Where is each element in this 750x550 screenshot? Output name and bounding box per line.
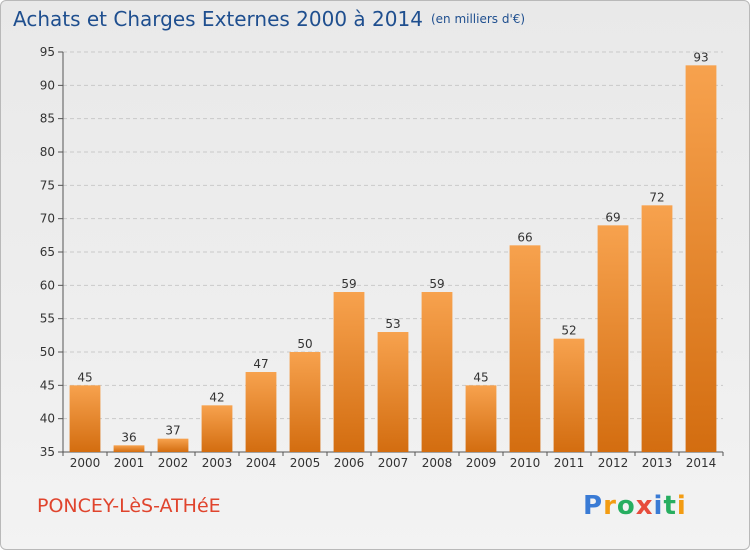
x-tick-label: 2010 xyxy=(510,456,541,470)
bar-value-label: 45 xyxy=(77,370,92,384)
y-tick-label: 70 xyxy=(40,212,55,226)
chart-unit: (en milliers d'€) xyxy=(430,12,526,26)
logo-letter: o xyxy=(616,491,636,521)
bar xyxy=(553,338,585,452)
bar-value-label: 37 xyxy=(165,424,180,438)
y-tick-label: 65 xyxy=(40,245,55,259)
logo-letter: P xyxy=(583,491,604,521)
x-tick-label: 2000 xyxy=(70,456,101,470)
y-tick-label: 55 xyxy=(40,312,55,326)
bar-value-label: 66 xyxy=(517,230,532,244)
bar-value-label: 59 xyxy=(341,277,356,291)
y-tick-label: 40 xyxy=(40,412,55,426)
bar-value-label: 52 xyxy=(561,324,576,338)
bar xyxy=(157,438,189,452)
y-tick-label: 90 xyxy=(40,78,55,92)
y-tick-label: 35 xyxy=(40,445,55,459)
bar xyxy=(641,205,673,452)
x-tick-label: 2011 xyxy=(554,456,585,470)
bar-value-label: 47 xyxy=(253,357,268,371)
bar-value-label: 45 xyxy=(473,370,488,384)
x-tick-label: 2007 xyxy=(378,456,409,470)
logo-letter: x xyxy=(635,491,654,521)
y-tick-label: 85 xyxy=(40,112,55,126)
bar-value-label: 53 xyxy=(385,317,400,331)
x-tick-label: 2001 xyxy=(114,456,145,470)
y-tick-label: 45 xyxy=(40,378,55,392)
x-tick-label: 2002 xyxy=(158,456,189,470)
logo-letter: t xyxy=(663,491,677,521)
x-tick-label: 2006 xyxy=(334,456,365,470)
x-tick-label: 2012 xyxy=(598,456,629,470)
x-tick-label: 2009 xyxy=(466,456,497,470)
bar xyxy=(333,292,365,452)
bars xyxy=(69,65,717,452)
logo-letter: i xyxy=(653,491,664,521)
x-tick-label: 2005 xyxy=(290,456,321,470)
bar xyxy=(377,332,409,452)
y-tick-label: 80 xyxy=(40,145,55,159)
bar xyxy=(465,385,497,452)
bar xyxy=(245,372,277,452)
bar xyxy=(69,385,101,452)
labels: 35 40 45 50 55 60 65 70 75 80 85 90 95 45 2000 36 2001 37… xyxy=(40,45,717,470)
chart-title: Achats et Charges Externes 2000 à 2014 (e… xyxy=(13,7,525,31)
y-tick-label: 50 xyxy=(40,345,55,359)
chart-title-text: Achats et Charges Externes 2000 à 2014 xyxy=(13,7,423,31)
bar xyxy=(113,445,145,452)
bar-value-label: 36 xyxy=(121,430,136,444)
bar-value-label: 59 xyxy=(429,277,444,291)
bar xyxy=(597,225,629,452)
bar-value-label: 69 xyxy=(605,210,620,224)
bar-value-label: 50 xyxy=(297,337,312,351)
x-tick-label: 2013 xyxy=(642,456,673,470)
x-tick-label: 2004 xyxy=(246,456,277,470)
bar xyxy=(421,292,453,452)
y-tick-label: 60 xyxy=(40,278,55,292)
y-tick-label: 95 xyxy=(40,45,55,59)
proxiti-logo: Proxiti xyxy=(583,491,687,521)
y-tick-label: 75 xyxy=(40,178,55,192)
bar xyxy=(289,352,321,452)
logo-letter: i xyxy=(676,491,687,521)
x-tick-label: 2003 xyxy=(202,456,233,470)
bar xyxy=(685,65,717,452)
bar xyxy=(201,405,233,452)
bar-value-label: 72 xyxy=(649,190,664,204)
bar xyxy=(509,245,541,452)
logo-letter: r xyxy=(603,491,617,521)
commune-name: PONCEY-LèS-ATHéE xyxy=(37,495,221,517)
bar-value-label: 42 xyxy=(209,390,224,404)
x-tick-label: 2014 xyxy=(686,456,717,470)
x-tick-label: 2008 xyxy=(422,456,453,470)
bar-value-label: 93 xyxy=(693,50,708,64)
